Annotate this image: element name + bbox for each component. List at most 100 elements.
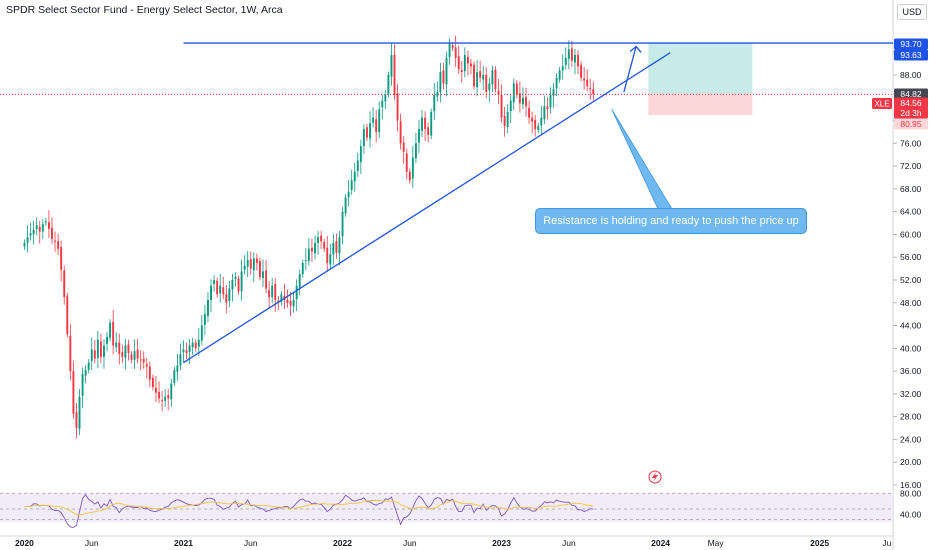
candle-body [148,366,151,380]
candle-body [200,325,203,341]
lightning-icon-glyph [652,472,658,482]
candle-body [534,119,537,130]
position-zones [648,42,753,116]
x-tick-label: Jun [403,538,417,548]
candle-body [561,66,564,71]
candle-body [151,377,154,388]
time-axis[interactable]: 2020 Jun 2021 Jun 2022 Jun 2023 Jun 2024 May 2025 J… [15,538,892,548]
candle-body [301,262,304,275]
candle-body [460,70,463,73]
candle-body [393,55,396,95]
currency-button[interactable]: USD [897,4,927,20]
x-tick-label: 2023 [492,538,511,548]
candle-body [35,225,38,230]
candle-body [252,258,255,271]
y-tick-label: 52.00 [900,275,922,285]
candle-body [350,180,353,190]
candle-body [522,97,524,105]
candle-body [51,227,53,239]
candle-body [356,160,359,171]
candle-body [234,277,237,280]
y-tick-label: 28.00 [900,412,922,422]
candle-body [540,117,543,126]
candle-body [99,341,102,357]
candle-body [96,339,99,358]
candle-body [338,237,341,254]
annotation-callout[interactable]: Resistance is holding and ready to push … [535,208,807,234]
candle-body [216,280,219,295]
price-tag-label: 93.63 [900,50,922,60]
candle-body [280,294,283,302]
candle-body [191,342,194,348]
candle-body [93,350,96,359]
candle-body [106,336,108,344]
candle-body [525,96,527,107]
candle-body [546,106,549,110]
candle-body [103,345,105,357]
candle-body [213,279,216,284]
candle-body [381,100,384,108]
candle-body [408,171,411,181]
candle-body [47,222,50,229]
candle-body [347,191,350,198]
candle-body [442,70,445,84]
grid-lines [0,0,894,550]
candle-body [38,227,41,232]
candle-body [142,358,145,363]
candle-body [271,285,274,298]
y-tick-label: 68.00 [900,184,922,194]
candle-body [564,57,567,65]
candle-body [222,287,225,295]
candle-body [54,240,56,242]
candle-body [237,278,240,292]
candle-body [289,301,292,306]
candle-body [240,271,243,292]
candle-body [518,93,521,104]
candle-body [225,294,228,303]
candle-body [543,106,546,120]
price-tag [894,107,928,119]
candle-body [549,94,552,108]
x-tick-label: Jun [244,538,258,548]
candle-body [491,70,494,85]
candle-body [500,94,503,118]
y-tick-label: 40.00 [900,343,922,353]
rsi-pane [0,492,893,528]
candle-body [332,242,335,255]
candle-body [344,197,347,214]
candle-body [482,74,485,80]
candle-body [292,299,295,307]
stop-zone [648,93,753,116]
candle-body [586,79,589,87]
candle-body [219,285,222,294]
candle-body [528,107,531,118]
symbol-tag-label: XLE [874,100,889,109]
y-tick-label: 64.00 [900,207,922,217]
candle-body [164,396,167,401]
candle-body [75,412,78,429]
candle-body [130,354,133,360]
candle-body [255,258,258,263]
candle-body [384,94,387,102]
candles [23,35,595,439]
candle-body [369,123,371,139]
candle-body [390,55,393,77]
candle-body [124,345,127,358]
candle-body [87,362,90,370]
candle-body [139,359,142,361]
candle-body [231,279,234,290]
candle-body [445,57,448,85]
candle-body [185,350,188,353]
candle-body [203,314,206,325]
y-tick-label: 16.00 [900,480,922,490]
x-tick-label: May [708,538,725,548]
candle-body [589,88,592,90]
candle-body [583,78,586,81]
candle-body [503,115,506,127]
candle-body [84,369,87,376]
candle-body [454,47,457,58]
candle-body [207,299,209,316]
candle-body [170,383,173,400]
price-tag [894,88,928,100]
